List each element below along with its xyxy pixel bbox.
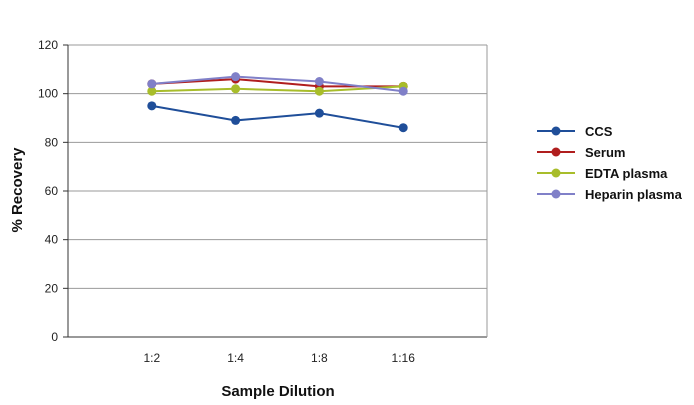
legend-item: Heparin plasma [537,187,683,202]
data-point [398,86,408,96]
data-point [314,108,324,118]
y-tick-label: 100 [38,87,58,101]
series-heparin-plasma [147,72,408,96]
data-point [147,79,157,89]
y-tick-labels: 0 20 40 60 80 100 120 [38,38,58,344]
legend-swatch-marker [551,189,561,199]
legend-label: Heparin plasma [585,187,683,202]
data-point [147,86,157,96]
series-line [151,104,404,129]
data-point [231,84,241,94]
x-axis-title: Sample Dilution [221,383,334,400]
series-line [151,85,404,93]
data-point [231,115,241,125]
legend-item: Serum [537,145,625,160]
legend-swatch-marker [551,126,561,136]
x-tick-label: 1:16 [392,351,416,365]
y-tick-label: 120 [38,38,58,52]
series-edta-plasma [147,81,408,96]
legend-label: CCS [585,124,613,139]
y-tick-label: 60 [45,184,59,198]
x-tick-label: 1:4 [227,351,244,365]
data-point [147,101,157,111]
series-group [147,72,408,133]
x-tick-labels: 1:2 1:4 1:8 1:16 [143,351,415,365]
y-axis-title: % Recovery [9,147,26,233]
y-tick-label: 80 [45,135,59,149]
gridlines [63,44,487,338]
legend-label: EDTA plasma [585,166,668,181]
legend-item: CCS [537,124,613,139]
series-line [151,75,404,93]
x-tick-label: 1:2 [143,351,160,365]
legend-swatch-marker [551,147,561,157]
x-tick-label: 1:8 [311,351,328,365]
series-ccs [147,101,408,133]
data-point [314,77,324,86]
legend-label: Serum [585,145,625,160]
data-point [398,123,408,133]
data-point [231,72,241,82]
data-point [314,86,324,96]
y-tick-label: 40 [45,233,59,247]
y-tick-label: 20 [45,281,59,295]
legend: CCS Serum EDTA plasma Heparin plasma [537,124,683,202]
legend-item: EDTA plasma [537,166,668,181]
y-tick-label: 0 [51,330,58,344]
legend-swatch-marker [551,168,561,178]
